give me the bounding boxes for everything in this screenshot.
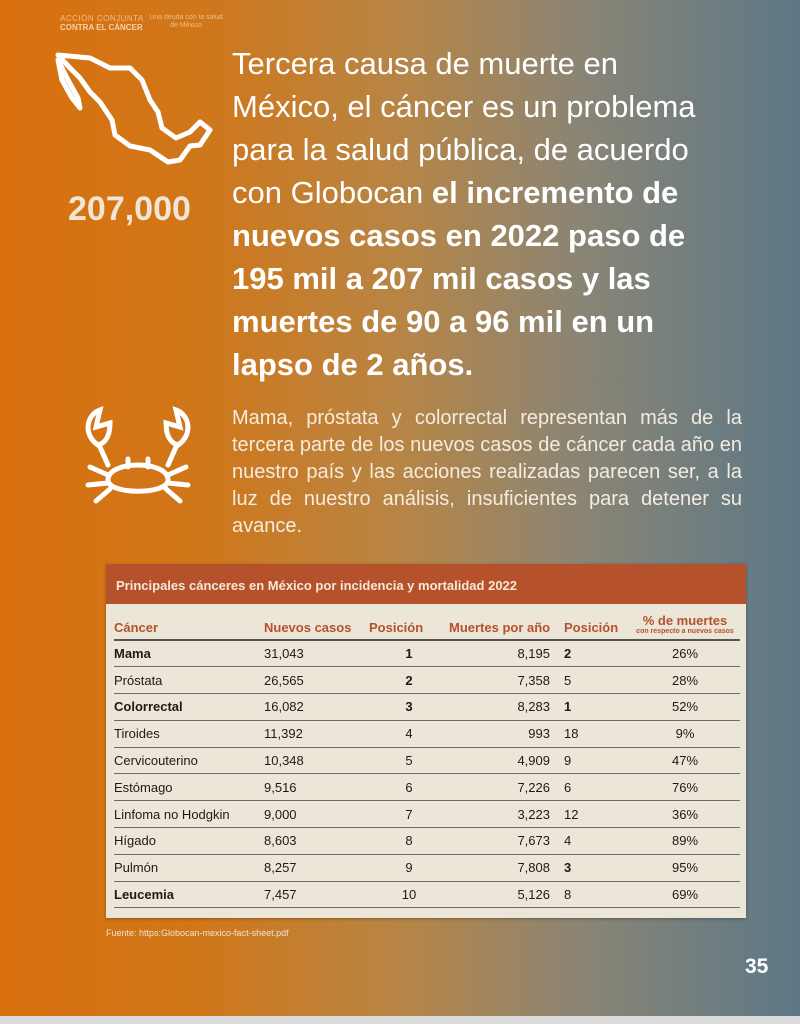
table-row: Leucemia 7,457 10 5,126 8 69% bbox=[114, 881, 740, 909]
cell-deaths: 4,909 bbox=[449, 747, 564, 775]
cell-pct: 36% bbox=[630, 800, 740, 829]
table-row: Hígado 8,603 8 7,673 4 89% bbox=[114, 827, 740, 855]
cell-cancer: Estómago bbox=[114, 773, 264, 802]
col-new-cases: Nuevos casos bbox=[264, 610, 369, 641]
cell-new-cases: 31,043 bbox=[264, 640, 369, 668]
cell-new-cases: 8,603 bbox=[264, 827, 369, 855]
cancer-table: Principales cánceres en México por incid… bbox=[106, 564, 746, 918]
table-row: Cervicouterino 10,348 5 4,909 9 47% bbox=[114, 747, 740, 775]
cell-pct: 95% bbox=[630, 854, 740, 882]
cell-position-2: 2 bbox=[564, 640, 630, 668]
table-title: Principales cánceres en México por incid… bbox=[106, 564, 746, 604]
cell-deaths: 7,808 bbox=[449, 854, 564, 882]
stat-number: 207,000 bbox=[68, 190, 191, 228]
cell-deaths: 7,673 bbox=[449, 827, 564, 855]
summary-paragraph: Mama, próstata y colorrectal representan… bbox=[232, 407, 742, 537]
crab-icon bbox=[85, 406, 191, 504]
cell-position-2: 3 bbox=[564, 854, 630, 882]
table-row: Colorrectal 16,082 3 8,283 1 52% bbox=[114, 693, 740, 721]
cell-pct: 9% bbox=[630, 720, 740, 748]
table-row: Linfoma no Hodgkin 9,000 7 3,223 12 36% bbox=[114, 800, 740, 829]
cell-deaths: 3,223 bbox=[449, 800, 564, 829]
col-position-2: Posición bbox=[564, 610, 630, 641]
col-pct-sub: con respecto a nuevos casos bbox=[636, 628, 734, 635]
cell-cancer: Pulmón bbox=[114, 854, 264, 882]
cell-position-2: 18 bbox=[564, 720, 630, 748]
cell-position-1: 5 bbox=[369, 747, 449, 775]
cell-position-2: 6 bbox=[564, 773, 630, 802]
cell-cancer: Leucemia bbox=[114, 881, 264, 909]
intro-bold: el incremento de nuevos casos en 2022 pa… bbox=[232, 175, 686, 382]
cell-position-1: 8 bbox=[369, 827, 449, 855]
col-cancer: Cáncer bbox=[114, 610, 264, 641]
cell-cancer: Cervicouterino bbox=[114, 747, 264, 775]
cell-new-cases: 9,516 bbox=[264, 773, 369, 802]
cell-pct: 76% bbox=[630, 773, 740, 802]
cell-position-1: 7 bbox=[369, 800, 449, 829]
cell-cancer: Tiroides bbox=[114, 720, 264, 748]
logo-line1: ACCIÓN CONJUNTA bbox=[60, 14, 144, 23]
table-row: Próstata 26,565 2 7,358 5 28% bbox=[114, 666, 740, 695]
cell-new-cases: 26,565 bbox=[264, 666, 369, 695]
intro-normal: Tercera causa de muerte en México, el cá… bbox=[232, 46, 696, 210]
cell-position-2: 12 bbox=[564, 800, 630, 829]
cell-pct: 47% bbox=[630, 747, 740, 775]
cell-deaths: 8,283 bbox=[449, 693, 564, 721]
cell-cancer: Linfoma no Hodgkin bbox=[114, 800, 264, 829]
table-row: Mama 31,043 1 8,195 2 26% bbox=[114, 640, 740, 668]
source-note: Fuente: https:Globocan-mexico-fact-sheet… bbox=[106, 928, 289, 938]
logo-tagline: Una deuda con la salud de México bbox=[149, 14, 223, 29]
cell-deaths: 993 bbox=[449, 720, 564, 748]
logo-line2: CONTRA EL CÁNCER bbox=[60, 23, 143, 32]
cell-position-1: 3 bbox=[369, 693, 449, 721]
cell-new-cases: 10,348 bbox=[264, 747, 369, 775]
cell-cancer: Colorrectal bbox=[114, 693, 264, 721]
cell-pct: 28% bbox=[630, 666, 740, 695]
cell-position-2: 8 bbox=[564, 881, 630, 909]
col-pct-label: % de muertes bbox=[642, 613, 728, 628]
cell-position-1: 1 bbox=[369, 640, 449, 668]
cell-position-2: 1 bbox=[564, 693, 630, 721]
cell-new-cases: 8,257 bbox=[264, 854, 369, 882]
cell-position-1: 9 bbox=[369, 854, 449, 882]
col-position-1: Posición bbox=[369, 610, 449, 641]
cell-new-cases: 7,457 bbox=[264, 881, 369, 909]
cell-position-2: 4 bbox=[564, 827, 630, 855]
cell-deaths: 5,126 bbox=[449, 881, 564, 909]
cell-new-cases: 9,000 bbox=[264, 800, 369, 829]
cell-pct: 52% bbox=[630, 693, 740, 721]
page-number: 35 bbox=[745, 955, 769, 978]
intro-text: Tercera causa de muerte en México, el cá… bbox=[232, 42, 732, 386]
cell-new-cases: 11,392 bbox=[264, 720, 369, 748]
logo: ACCIÓN CONJUNTA CONTRA EL CÁNCER Una deu… bbox=[60, 14, 223, 32]
cell-position-2: 5 bbox=[564, 666, 630, 695]
table-header-row: Cáncer Nuevos casos Posición Muertes por… bbox=[114, 610, 740, 641]
cell-deaths: 7,226 bbox=[449, 773, 564, 802]
bottom-bar bbox=[0, 1016, 800, 1024]
col-pct: % de muertes con respecto a nuevos casos bbox=[630, 610, 740, 641]
cell-cancer: Mama bbox=[114, 640, 264, 668]
cell-position-1: 4 bbox=[369, 720, 449, 748]
cell-deaths: 7,358 bbox=[449, 666, 564, 695]
cell-position-2: 9 bbox=[564, 747, 630, 775]
cell-position-1: 2 bbox=[369, 666, 449, 695]
cell-pct: 26% bbox=[630, 640, 740, 668]
cell-position-1: 6 bbox=[369, 773, 449, 802]
mexico-map-icon bbox=[55, 52, 213, 165]
table-row: Estómago 9,516 6 7,226 6 76% bbox=[114, 773, 740, 802]
table-row: Pulmón 8,257 9 7,808 3 95% bbox=[114, 854, 740, 882]
cell-pct: 89% bbox=[630, 827, 740, 855]
cell-cancer: Hígado bbox=[114, 827, 264, 855]
cell-new-cases: 16,082 bbox=[264, 693, 369, 721]
table-row: Tiroides 11,392 4 993 18 9% bbox=[114, 720, 740, 748]
cell-cancer: Próstata bbox=[114, 666, 264, 695]
cell-deaths: 8,195 bbox=[449, 640, 564, 668]
col-deaths: Muertes por año bbox=[449, 610, 564, 641]
cell-pct: 69% bbox=[630, 881, 740, 909]
cell-position-1: 10 bbox=[369, 881, 449, 909]
